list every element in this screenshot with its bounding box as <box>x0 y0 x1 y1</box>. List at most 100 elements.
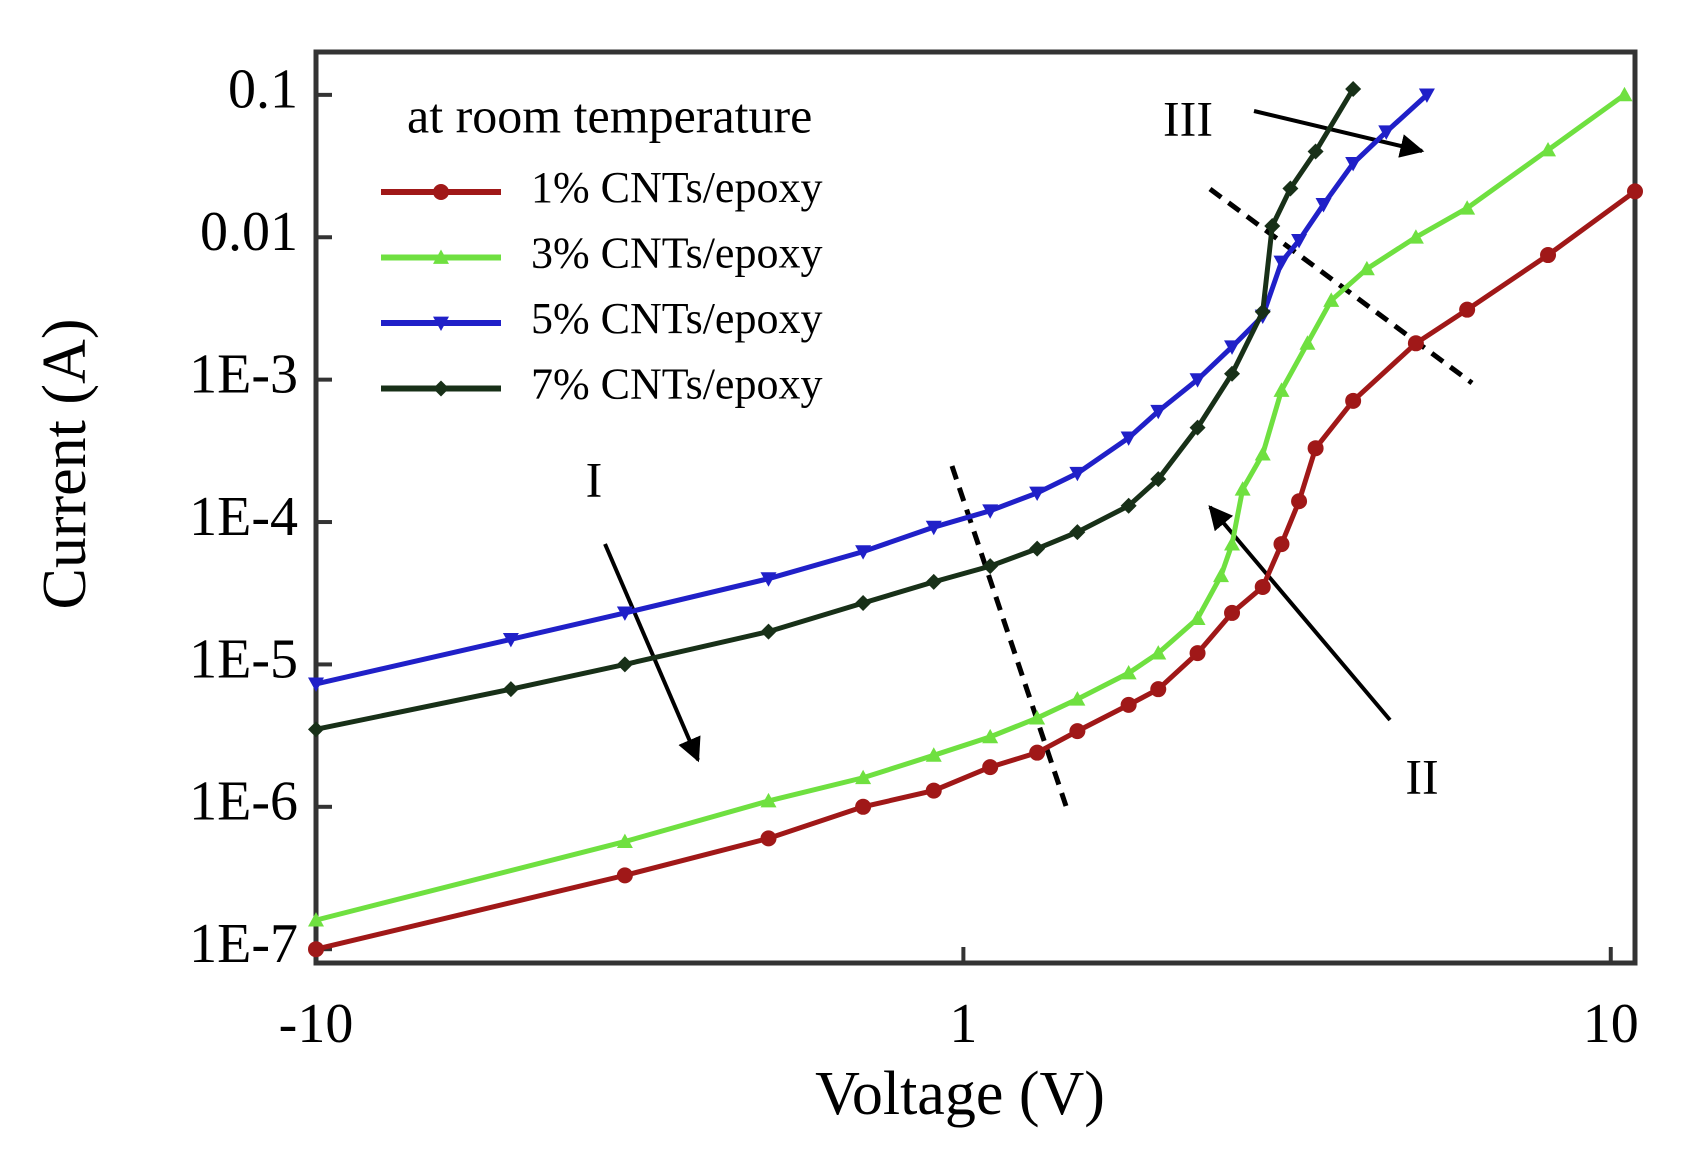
data-point <box>855 798 872 815</box>
legend-title: at room temperature <box>407 87 812 143</box>
data-point <box>982 728 999 744</box>
data-point <box>1418 88 1435 103</box>
data-point <box>1378 125 1395 140</box>
data-point <box>925 573 942 590</box>
data-point <box>308 677 324 692</box>
arrow <box>1208 505 1392 722</box>
x-tick-label: -10 <box>279 993 354 1055</box>
y-tick-label: 0.1 <box>228 59 298 121</box>
data-point <box>925 747 942 762</box>
data-point <box>1407 229 1424 244</box>
data-point <box>1224 604 1241 621</box>
data-point <box>1616 86 1633 102</box>
annotation: III <box>1163 90 1213 146</box>
data-point <box>1459 301 1476 318</box>
data-point <box>760 623 777 640</box>
legend-marker <box>433 380 449 397</box>
x-axis-label: Voltage (V) <box>815 1060 1105 1128</box>
legend-label: 5% CNTs/epoxy <box>531 294 822 343</box>
data-point <box>1224 536 1241 551</box>
data-point <box>1264 217 1281 234</box>
data-point <box>1254 446 1271 461</box>
plot-frame <box>313 49 1638 966</box>
data-point <box>1029 710 1046 725</box>
data-point <box>1150 645 1167 660</box>
data-point <box>308 941 324 958</box>
legend-label: 7% CNTs/epoxy <box>531 360 822 409</box>
data-point <box>982 558 999 575</box>
series-line <box>315 87 1356 732</box>
data-point <box>925 782 942 799</box>
data-point <box>1069 466 1086 482</box>
annotation: I <box>586 451 603 507</box>
data-point <box>1291 234 1308 249</box>
annotation: II <box>1405 748 1438 804</box>
data-point <box>1254 578 1271 595</box>
data-point <box>1224 340 1241 355</box>
data-point <box>1315 198 1332 213</box>
data-point <box>1189 419 1206 436</box>
y-tick-label: 0.01 <box>200 201 298 263</box>
data-point <box>1069 524 1086 541</box>
data-point <box>1120 497 1137 514</box>
data-point <box>1540 247 1557 264</box>
y-tick-label: 1E-5 <box>189 628 298 690</box>
data-point <box>1407 335 1424 352</box>
data-point <box>502 681 519 698</box>
legend-label: 1% CNTs/epoxy <box>531 163 822 212</box>
data-point <box>1540 141 1557 157</box>
data-point <box>1358 260 1375 276</box>
data-point <box>855 595 872 612</box>
legend-marker <box>433 184 449 200</box>
data-point <box>308 912 324 927</box>
data-point <box>1273 382 1290 397</box>
data-point <box>982 504 999 519</box>
data-point <box>1224 365 1241 382</box>
data-point <box>1234 481 1251 496</box>
legend-marker <box>433 316 449 331</box>
legend-marker <box>433 249 449 264</box>
data-point <box>1345 157 1362 172</box>
data-point <box>1029 540 1046 557</box>
x-tick-label: 10 <box>1583 993 1639 1055</box>
data-point <box>855 769 872 785</box>
data-point <box>1150 681 1167 698</box>
data-point <box>1627 183 1643 200</box>
y-tick-label: 1E-7 <box>189 913 298 975</box>
data-point <box>1345 392 1362 409</box>
data-point <box>616 833 633 848</box>
data-point <box>1120 431 1137 446</box>
data-point <box>1150 471 1167 488</box>
data-point <box>502 632 519 648</box>
data-point <box>1307 143 1324 160</box>
data-point <box>1069 723 1086 740</box>
y-tick-label: 1E-6 <box>189 771 298 833</box>
data-point <box>760 792 777 808</box>
arrow <box>603 543 701 763</box>
data-point <box>1029 744 1046 761</box>
dashed-separator <box>949 465 1069 807</box>
y-tick-label: 1E-4 <box>189 486 298 548</box>
data-point <box>616 656 633 673</box>
data-point <box>1069 691 1086 706</box>
data-point <box>1291 493 1308 510</box>
data-point <box>1189 610 1206 625</box>
data-point <box>1189 645 1206 662</box>
data-point <box>1213 567 1230 583</box>
data-point <box>1345 80 1362 97</box>
data-point <box>1189 373 1206 388</box>
data-point <box>1150 404 1167 420</box>
data-point <box>1120 696 1137 713</box>
arrow <box>1253 109 1425 158</box>
dashed-separator <box>1208 186 1474 386</box>
data-point <box>1120 665 1137 680</box>
data-point <box>1029 486 1046 501</box>
data-point <box>982 759 999 776</box>
data-point <box>1273 255 1290 271</box>
y-tick-label: 1E-3 <box>189 343 298 405</box>
data-point <box>1273 536 1290 553</box>
data-point <box>1459 200 1476 215</box>
data-point <box>1299 335 1316 350</box>
data-point <box>1254 303 1271 320</box>
